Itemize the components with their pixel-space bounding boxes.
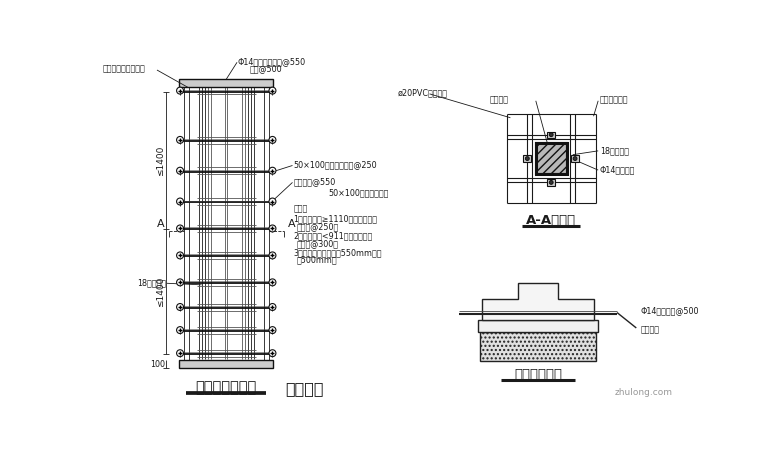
Bar: [479, 320, 598, 332]
Text: 钢筋砼柱: 钢筋砼柱: [489, 96, 508, 105]
Circle shape: [269, 279, 276, 286]
Bar: [547, 179, 555, 186]
Bar: [536, 143, 567, 174]
Circle shape: [573, 157, 577, 161]
Text: ≤1400: ≤1400: [156, 277, 165, 307]
Circle shape: [269, 327, 276, 334]
Text: 50×100木枋（背楞）@250: 50×100木枋（背楞）@250: [293, 160, 377, 169]
Circle shape: [176, 87, 183, 94]
Circle shape: [176, 198, 183, 205]
Text: 钢管夹具: 钢管夹具: [640, 325, 659, 334]
Circle shape: [269, 303, 276, 310]
Text: 100: 100: [150, 359, 165, 369]
Circle shape: [176, 167, 183, 174]
Bar: [179, 360, 274, 368]
Text: 撑木枋@250。: 撑木枋@250。: [296, 222, 339, 231]
Bar: [179, 79, 274, 87]
Circle shape: [269, 350, 276, 357]
Circle shape: [176, 279, 183, 286]
Text: 注明：: 注明：: [293, 205, 308, 214]
Text: ø20PVC塑料套管: ø20PVC塑料套管: [397, 89, 447, 98]
Circle shape: [549, 133, 553, 136]
Circle shape: [525, 157, 529, 161]
Circle shape: [269, 198, 276, 205]
Circle shape: [269, 252, 276, 259]
Text: Φ14对拉螺栓竖向@550: Φ14对拉螺栓竖向@550: [238, 57, 306, 66]
Text: 3、柱模件间距：竖向550mm；横: 3、柱模件间距：竖向550mm；横: [293, 248, 382, 257]
Bar: [572, 156, 579, 162]
Text: ≤1400: ≤1400: [156, 145, 165, 176]
Circle shape: [176, 327, 183, 334]
Circle shape: [176, 136, 183, 143]
Circle shape: [176, 303, 183, 310]
Circle shape: [549, 181, 553, 184]
Polygon shape: [483, 283, 594, 320]
Text: 撑木枋@300。: 撑木枋@300。: [296, 238, 338, 248]
Text: 18厚九夹板: 18厚九夹板: [138, 279, 166, 288]
Circle shape: [176, 350, 183, 357]
Text: Φ14对拉螺栓@500: Φ14对拉螺栓@500: [640, 306, 698, 315]
Circle shape: [269, 225, 276, 232]
Text: zhulong.com: zhulong.com: [615, 388, 673, 397]
Bar: [536, 143, 567, 174]
Text: A: A: [157, 219, 165, 229]
Text: 50×100木枋（背楞）: 50×100木枋（背楞）: [328, 189, 388, 198]
Text: （图四）: （图四）: [286, 381, 324, 396]
Text: 横向@500: 横向@500: [249, 64, 282, 73]
Text: 红油漆涂上轴线标志: 红油漆涂上轴线标志: [103, 65, 146, 74]
Text: 柱帽模板大样: 柱帽模板大样: [514, 369, 562, 381]
Text: 1、柱截面宽≥1110以上，柱模背: 1、柱截面宽≥1110以上，柱模背: [293, 214, 377, 223]
Bar: [480, 332, 596, 361]
Circle shape: [269, 87, 276, 94]
Bar: [547, 131, 555, 138]
Text: A: A: [288, 219, 296, 229]
Text: 钢管夹具@550: 钢管夹具@550: [293, 177, 335, 186]
Circle shape: [269, 136, 276, 143]
Text: 柱模立面大样图: 柱模立面大样图: [195, 380, 257, 395]
Text: Φ14对拉螺栓: Φ14对拉螺栓: [600, 166, 635, 175]
Text: 钢管稳定支架: 钢管稳定支架: [600, 96, 629, 105]
Circle shape: [176, 252, 183, 259]
Circle shape: [176, 225, 183, 232]
Text: 向500mm。: 向500mm。: [296, 256, 337, 264]
Circle shape: [269, 167, 276, 174]
Text: A-A剖面图: A-A剖面图: [526, 214, 576, 227]
Text: 18厚九夹板: 18厚九夹板: [600, 147, 629, 155]
Text: 2、柱截面宽<911以下，柱模背: 2、柱截面宽<911以下，柱模背: [293, 231, 372, 240]
Bar: [524, 156, 531, 162]
